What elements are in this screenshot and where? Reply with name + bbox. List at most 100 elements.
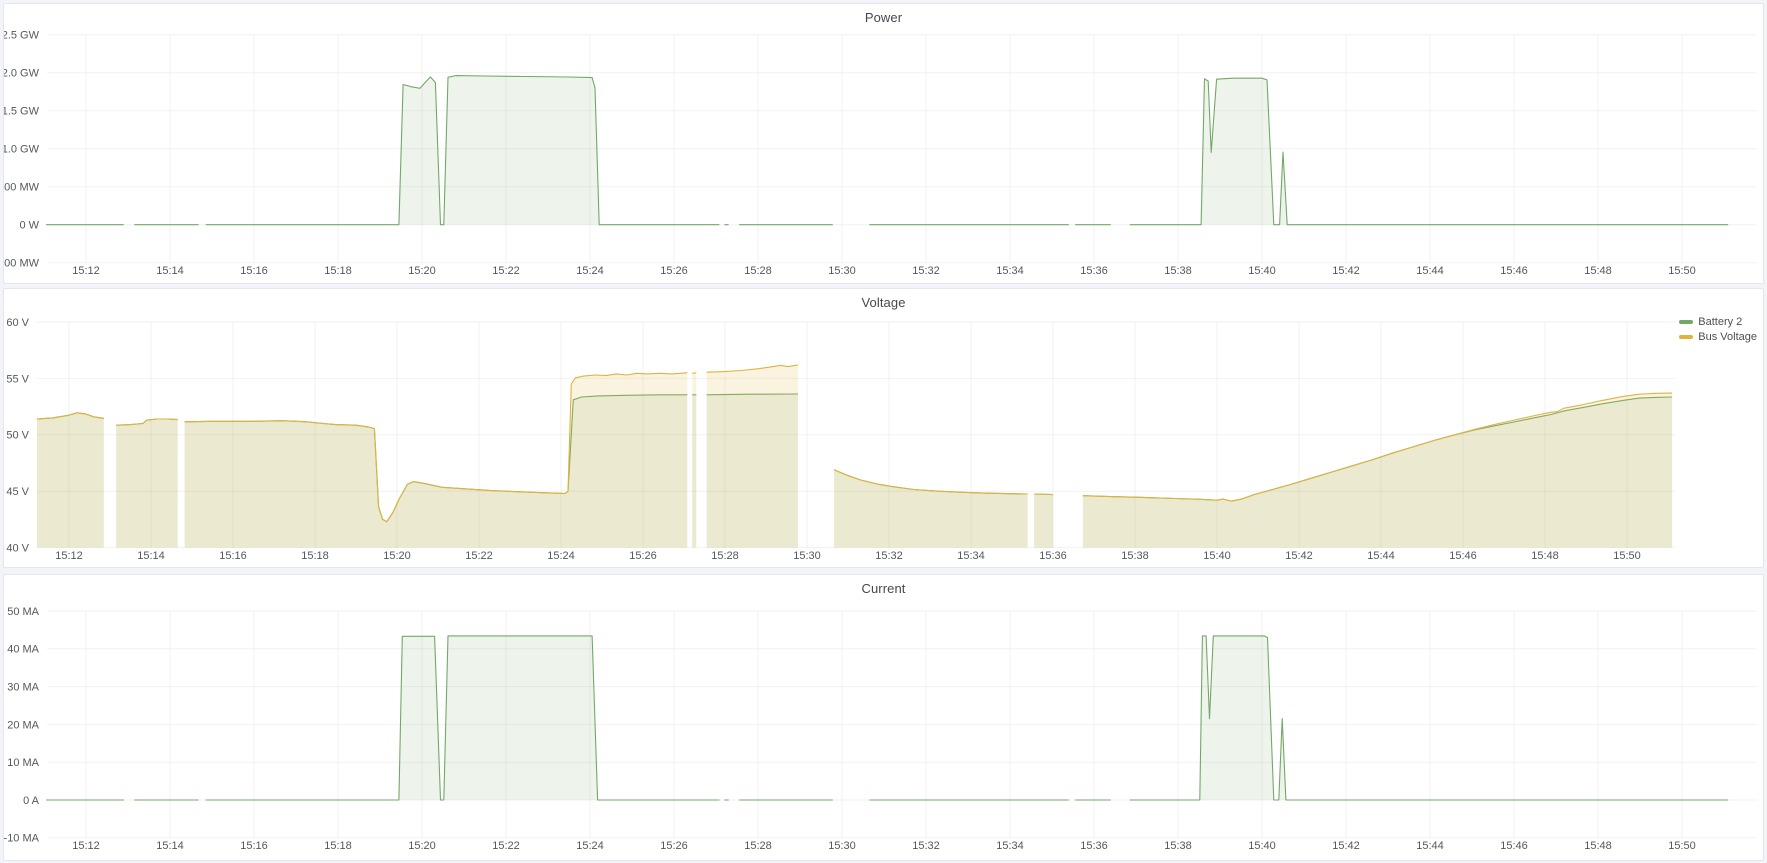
battery-2-area xyxy=(692,394,697,548)
battery-2-line xyxy=(706,393,799,396)
x-tick-label: 15:50 xyxy=(1613,550,1641,562)
current-line xyxy=(205,635,720,801)
y-tick-label: 10 MA xyxy=(7,757,39,769)
x-tick-label: 15:32 xyxy=(912,265,940,277)
battery-2-series-marker-icon xyxy=(1679,320,1694,324)
y-tick-label: 45 V xyxy=(6,486,29,498)
x-tick-label: 15:34 xyxy=(996,265,1024,277)
battery-2-area xyxy=(184,394,688,548)
y-tick-label: 1.0 GW xyxy=(4,144,40,156)
x-tick-label: 15:20 xyxy=(383,550,411,562)
x-tick-label: 15:32 xyxy=(912,840,940,852)
x-tick-label: 15:16 xyxy=(219,550,247,562)
y-tick-label: 60 V xyxy=(6,317,29,329)
legend-item-bus-voltage[interactable]: Bus Voltage xyxy=(1679,331,1757,343)
x-tick-label: 15:18 xyxy=(324,265,352,277)
x-tick-label: 15:26 xyxy=(660,265,688,277)
y-tick-label: 0 W xyxy=(19,220,39,232)
bus-voltage-area xyxy=(834,469,1028,548)
battery-2-area xyxy=(834,469,1028,548)
bus-voltage-line xyxy=(116,418,178,426)
bus-voltage-line xyxy=(833,469,1028,495)
power-panel: Power 2.5 GW 2.0 GW 1.5 GW 1.0 GW 500 MW 0 W -… xyxy=(3,3,1764,284)
power-chart[interactable]: 2.5 GW 2.0 GW 1.5 GW 1.0 GW 500 MW 0 W -500 MW… xyxy=(4,4,1765,285)
x-tick-label: 15:20 xyxy=(408,840,436,852)
battery-2-area xyxy=(116,419,178,548)
bus-voltage-series-marker-icon xyxy=(1679,335,1694,339)
x-tick-label: 15:12 xyxy=(72,265,100,277)
x-tick-label: 15:50 xyxy=(1668,265,1696,277)
voltage-panel: Voltage 60 V 55 V 50 V 45 V 40 V 15:12 15:14 15… xyxy=(3,288,1764,568)
battery-2-area xyxy=(706,394,798,548)
x-tick-label: 15:16 xyxy=(240,265,268,277)
current-area xyxy=(205,635,720,800)
x-tick-label: 15:40 xyxy=(1203,550,1231,562)
legend-label-bus-voltage: Bus Voltage xyxy=(1698,331,1757,343)
current-area xyxy=(1129,635,1729,800)
bus-voltage-area xyxy=(692,372,697,548)
x-tick-label: 15:26 xyxy=(629,550,657,562)
bus-voltage-line xyxy=(1034,493,1054,496)
y-tick-label: -500 MW xyxy=(4,258,40,270)
x-tick-label: 15:32 xyxy=(875,550,903,562)
x-tick-label: 15:30 xyxy=(828,265,856,277)
x-tick-label: 15:46 xyxy=(1500,840,1528,852)
voltage-panel-title[interactable]: Voltage xyxy=(861,295,906,310)
x-tick-label: 15:48 xyxy=(1584,265,1612,277)
bus-voltage-area xyxy=(37,412,104,548)
power-line xyxy=(205,75,720,226)
x-tick-label: 15:42 xyxy=(1332,840,1360,852)
bus-voltage-area xyxy=(116,419,178,548)
power-area xyxy=(205,75,720,225)
x-tick-label: 15:30 xyxy=(828,840,856,852)
x-tick-label: 15:12 xyxy=(55,550,83,562)
x-tick-label: 15:44 xyxy=(1416,265,1444,277)
x-tick-label: 15:48 xyxy=(1531,550,1559,562)
bus-voltage-area xyxy=(1034,494,1053,548)
power-area xyxy=(1129,78,1729,225)
x-tick-label: 15:36 xyxy=(1080,840,1108,852)
y-tick-label: 40 V xyxy=(6,542,29,554)
x-tick-label: 15:40 xyxy=(1248,840,1276,852)
current-panel: Current 50 MA 40 MA 30 MA 20 MA 10 MA 0 A -10 … xyxy=(3,574,1764,861)
x-tick-label: 15:12 xyxy=(72,840,100,852)
x-tick-label: 15:24 xyxy=(547,550,575,562)
x-tick-label: 15:14 xyxy=(137,550,165,562)
y-tick-label: 20 MA xyxy=(7,719,39,731)
x-tick-label: 15:22 xyxy=(492,840,520,852)
x-tick-label: 15:20 xyxy=(408,265,436,277)
voltage-chart[interactable]: 60 V 55 V 50 V 45 V 40 V 15:12 15:14 15:16 15:18… xyxy=(4,289,1765,569)
x-tick-label: 15:34 xyxy=(957,550,985,562)
x-tick-label: 15:22 xyxy=(465,550,493,562)
y-tick-label: 50 MA xyxy=(7,606,39,618)
x-tick-label: 15:42 xyxy=(1285,550,1313,562)
battery-2-area xyxy=(1082,397,1673,548)
x-tick-label: 15:28 xyxy=(711,550,739,562)
y-tick-label: 1.5 GW xyxy=(4,106,40,118)
battery-2-area xyxy=(1034,494,1053,548)
x-tick-label: 15:48 xyxy=(1584,840,1612,852)
x-tick-label: 15:22 xyxy=(492,265,520,277)
current-panel-title[interactable]: Current xyxy=(861,581,906,596)
power-line xyxy=(1129,77,1729,226)
x-tick-label: 15:34 xyxy=(996,840,1024,852)
x-tick-label: 15:14 xyxy=(156,840,184,852)
x-tick-label: 15:18 xyxy=(301,550,329,562)
x-tick-label: 15:38 xyxy=(1121,550,1149,562)
x-tick-label: 15:18 xyxy=(324,840,352,852)
x-tick-label: 15:24 xyxy=(576,840,604,852)
legend-item-battery-2[interactable]: Battery 2 xyxy=(1679,316,1757,328)
x-tick-label: 15:46 xyxy=(1449,550,1477,562)
x-tick-label: 15:16 xyxy=(240,840,268,852)
power-panel-title[interactable]: Power xyxy=(864,10,903,25)
x-tick-label: 15:38 xyxy=(1164,265,1192,277)
current-chart[interactable]: 50 MA 40 MA 30 MA 20 MA 10 MA 0 A -10 MA 15:12 1… xyxy=(4,575,1765,862)
bus-voltage-line xyxy=(692,372,697,374)
legend-label-battery-2: Battery 2 xyxy=(1698,316,1743,328)
x-tick-label: 15:44 xyxy=(1367,550,1395,562)
y-tick-label: 30 MA xyxy=(7,681,39,693)
x-tick-label: 15:30 xyxy=(793,550,821,562)
x-tick-label: 15:44 xyxy=(1416,840,1444,852)
x-tick-label: 15:46 xyxy=(1500,265,1528,277)
y-tick-label: 0 A xyxy=(23,795,40,807)
